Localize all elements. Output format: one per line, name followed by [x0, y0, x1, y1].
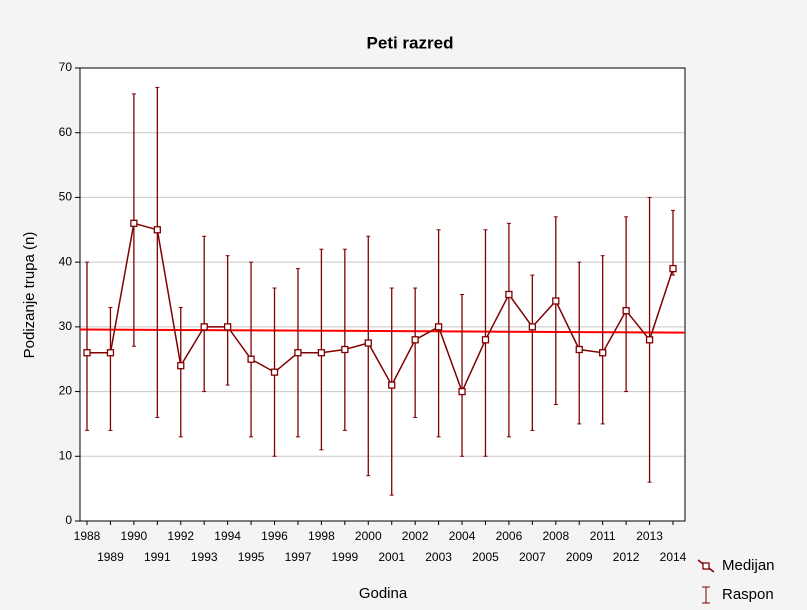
median-marker — [223, 323, 232, 331]
x-tick-label: 2011 — [590, 529, 616, 543]
x-tick-label: 1992 — [167, 529, 194, 543]
x-tick-label: 1988 — [74, 529, 101, 543]
median-marker — [153, 226, 161, 234]
median-marker — [575, 345, 583, 354]
x-tick-label: 1991 — [144, 550, 171, 564]
median-marker — [552, 297, 560, 305]
median-marker — [599, 349, 607, 357]
median-marker — [645, 336, 654, 344]
legend-marker — [702, 562, 710, 570]
median-marker — [341, 345, 349, 354]
x-tick-label: 2009 — [566, 550, 593, 564]
chart-title: Peti razred — [367, 33, 454, 52]
median-marker — [622, 307, 630, 315]
y-tick-label: 30 — [59, 319, 73, 333]
median-marker — [177, 362, 185, 370]
median-marker — [270, 368, 279, 376]
plot-area — [80, 68, 685, 521]
x-tick-label: 2004 — [449, 529, 476, 543]
x-tick-label: 2008 — [542, 529, 569, 543]
median-marker — [83, 349, 91, 357]
x-axis-label: Godina — [359, 585, 408, 602]
y-tick-label: 10 — [59, 448, 73, 462]
plot-frame — [79, 67, 686, 522]
median-marker — [388, 381, 396, 389]
legend-label: Medijan — [722, 557, 775, 574]
median-marker — [200, 323, 208, 331]
y-tick-label: 20 — [59, 384, 73, 398]
x-tick-label: 2001 — [378, 550, 405, 564]
median-marker — [106, 349, 115, 357]
x-tick-label: 2005 — [472, 550, 499, 564]
x-tick-label: 2014 — [660, 550, 687, 564]
x-tick-label: 2000 — [355, 529, 382, 543]
y-tick-label: 60 — [59, 125, 73, 139]
legend-label: Raspon — [722, 586, 774, 603]
x-tick-label: 1993 — [191, 550, 218, 564]
median-marker — [669, 264, 677, 273]
median-marker — [411, 336, 419, 344]
x-tick-label: 2012 — [613, 550, 640, 564]
y-axis-label: Podizanje trupa (n) — [21, 232, 38, 359]
x-tick-label: 2006 — [496, 529, 523, 543]
median-marker — [481, 336, 490, 344]
y-tick-label: 70 — [59, 60, 73, 74]
x-tick-label: 1995 — [238, 550, 265, 564]
median-marker — [317, 349, 326, 357]
median-marker — [247, 355, 255, 363]
median-marker — [130, 219, 138, 227]
median-marker — [528, 323, 537, 331]
x-tick-label: 2007 — [519, 550, 546, 564]
y-tick-label: 50 — [59, 190, 73, 204]
median-line — [87, 222, 674, 394]
x-tick-label: 1994 — [214, 529, 241, 543]
y-tick-label: 0 — [65, 513, 72, 527]
median-marker — [434, 323, 443, 331]
x-tick-label: 1999 — [331, 550, 358, 564]
x-tick-label: 2013 — [636, 529, 663, 543]
x-tick-label: 2002 — [402, 529, 429, 543]
median-marker — [364, 339, 372, 347]
x-tick-label: 2003 — [425, 550, 452, 564]
median-marker — [458, 387, 466, 396]
median-marker — [505, 290, 513, 299]
x-tick-label: 1997 — [285, 550, 312, 564]
x-tick-label: 1990 — [121, 529, 148, 543]
x-tick-label: 1996 — [261, 529, 288, 543]
median-marker — [294, 349, 302, 357]
y-tick-label: 40 — [59, 254, 73, 268]
x-tick-label: 1989 — [97, 550, 124, 564]
x-tick-label: 1998 — [308, 529, 335, 543]
